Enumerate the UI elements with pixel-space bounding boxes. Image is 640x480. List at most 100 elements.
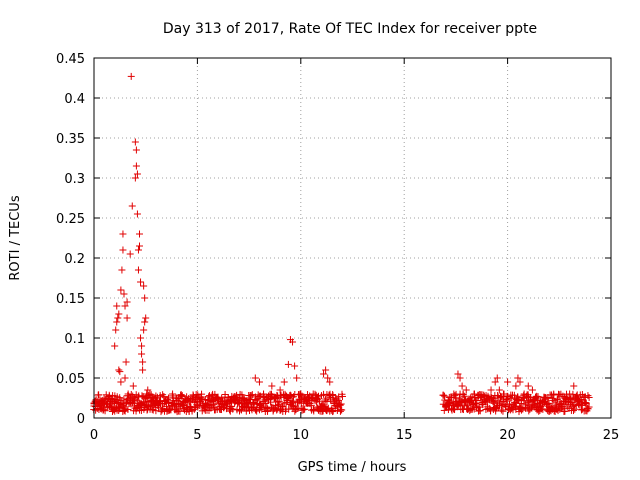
data-point — [441, 392, 449, 400]
data-point — [218, 398, 226, 406]
data-point — [570, 382, 578, 390]
data-point — [272, 394, 280, 402]
data-point — [305, 396, 313, 404]
data-point — [297, 390, 305, 398]
data-point — [317, 392, 325, 400]
data-point — [160, 393, 168, 401]
data-point — [124, 405, 132, 413]
data-point — [326, 378, 334, 386]
data-point — [102, 400, 110, 408]
data-point — [150, 394, 158, 402]
data-point — [222, 400, 230, 408]
data-point — [533, 394, 541, 402]
data-point — [226, 396, 234, 404]
data-point — [512, 382, 520, 390]
data-point — [338, 406, 346, 414]
x-tick-label: 5 — [193, 428, 201, 443]
data-point — [113, 302, 121, 310]
data-point — [177, 400, 185, 408]
data-point — [285, 405, 293, 413]
data-point — [520, 390, 528, 398]
plot-frame — [93, 57, 612, 419]
data-point — [471, 390, 479, 398]
data-point — [475, 403, 483, 411]
chart-title: Day 313 of 2017, Rate Of TEC Index for r… — [163, 21, 537, 37]
data-point — [185, 398, 193, 406]
data-point — [139, 366, 147, 374]
data-point — [334, 402, 342, 410]
data-point — [466, 394, 474, 402]
data-point — [243, 396, 251, 404]
data-point — [444, 406, 452, 414]
data-point — [291, 362, 299, 370]
data-point — [229, 405, 237, 413]
data-point — [123, 314, 131, 322]
data-point — [508, 394, 516, 402]
data-point — [144, 394, 152, 402]
data-point — [561, 407, 569, 415]
data-point — [450, 390, 458, 398]
data-point — [101, 407, 109, 415]
data-point — [126, 250, 134, 258]
data-point — [128, 202, 136, 210]
data-point — [132, 146, 140, 154]
data-points — [90, 72, 593, 416]
data-point — [585, 403, 593, 411]
x-tick-label: 0 — [90, 428, 98, 443]
data-point — [536, 406, 544, 414]
grid — [94, 58, 611, 418]
data-point — [148, 405, 156, 413]
data-point — [137, 278, 145, 286]
data-point — [439, 391, 447, 399]
data-point — [484, 392, 492, 400]
data-point — [553, 398, 561, 406]
data-point — [309, 390, 317, 398]
data-point — [499, 390, 507, 398]
data-point — [210, 396, 218, 404]
data-point — [479, 398, 487, 406]
data-point — [255, 378, 263, 386]
data-point — [130, 394, 138, 402]
data-point — [566, 390, 574, 398]
data-point — [562, 398, 570, 406]
x-tick-label: 20 — [499, 428, 516, 443]
data-point — [318, 407, 326, 415]
data-point — [516, 378, 524, 386]
data-point — [181, 395, 189, 403]
data-point — [242, 407, 250, 415]
data-point — [528, 386, 536, 394]
data-point — [100, 405, 108, 413]
data-point — [176, 407, 184, 415]
data-point — [169, 390, 177, 398]
data-point — [582, 400, 590, 408]
data-point — [275, 397, 283, 405]
data-point — [493, 374, 501, 382]
data-point — [140, 282, 148, 290]
data-point — [274, 400, 282, 408]
data-point — [322, 366, 330, 374]
data-point — [116, 394, 124, 402]
y-tick-label: 0.4 — [64, 92, 85, 107]
data-point — [133, 210, 141, 218]
data-point — [117, 378, 125, 386]
x-tick-label: 25 — [603, 428, 620, 443]
data-point — [442, 402, 450, 410]
data-point — [524, 382, 532, 390]
data-point — [247, 392, 255, 400]
data-point — [293, 374, 301, 382]
data-point — [268, 382, 276, 390]
data-point — [134, 246, 142, 254]
data-point — [146, 390, 154, 398]
data-point — [301, 405, 309, 413]
data-point — [115, 310, 123, 318]
y-tick-label: 0.25 — [56, 212, 85, 227]
data-point — [252, 395, 260, 403]
data-point — [95, 391, 103, 399]
data-point — [118, 266, 126, 274]
data-point — [537, 396, 545, 404]
data-point — [119, 230, 127, 238]
data-point — [134, 266, 142, 274]
data-point — [476, 407, 484, 415]
y-tick-label: 0.2 — [64, 252, 85, 267]
